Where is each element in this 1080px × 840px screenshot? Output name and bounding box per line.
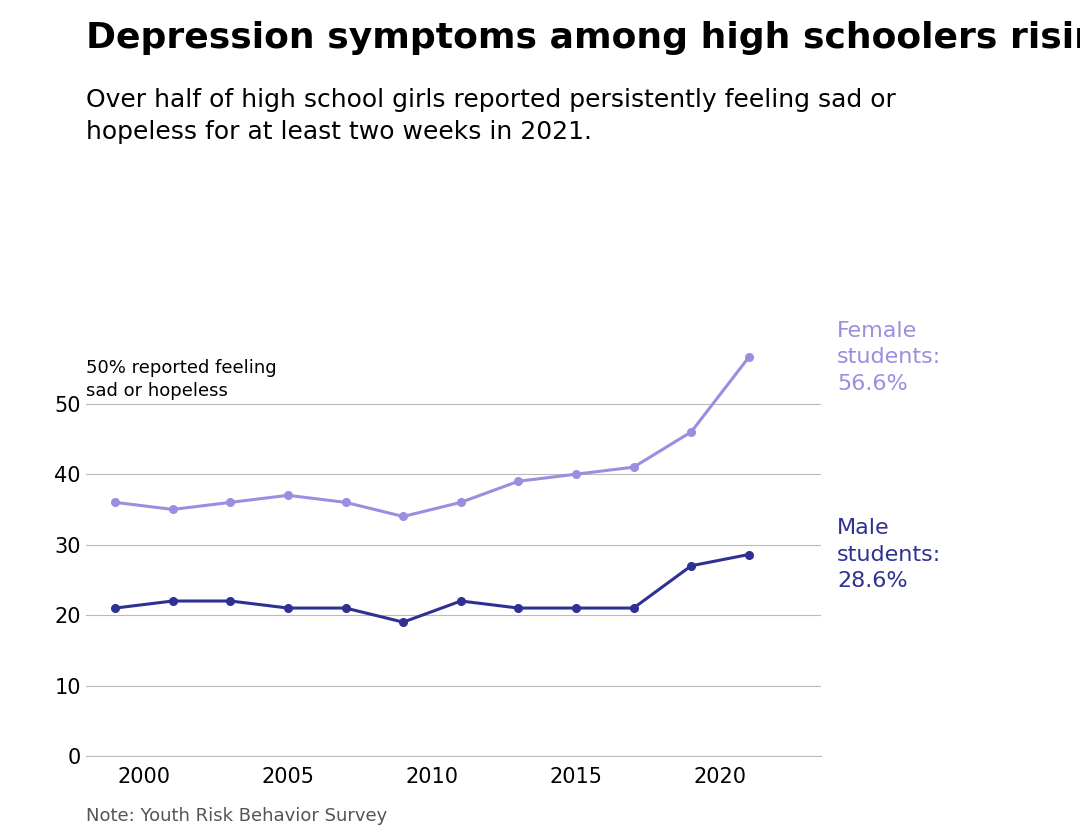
Text: Note: Youth Risk Behavior Survey: Note: Youth Risk Behavior Survey: [86, 807, 388, 825]
Text: Depression symptoms among high schoolers rising: Depression symptoms among high schoolers…: [86, 21, 1080, 55]
Text: 50% reported feeling
sad or hopeless: 50% reported feeling sad or hopeless: [86, 360, 278, 400]
Text: Male
students:
28.6%: Male students: 28.6%: [837, 518, 942, 591]
Text: Female
students:
56.6%: Female students: 56.6%: [837, 321, 942, 394]
Text: Over half of high school girls reported persistently feeling sad or
hopeless for: Over half of high school girls reported …: [86, 88, 896, 144]
